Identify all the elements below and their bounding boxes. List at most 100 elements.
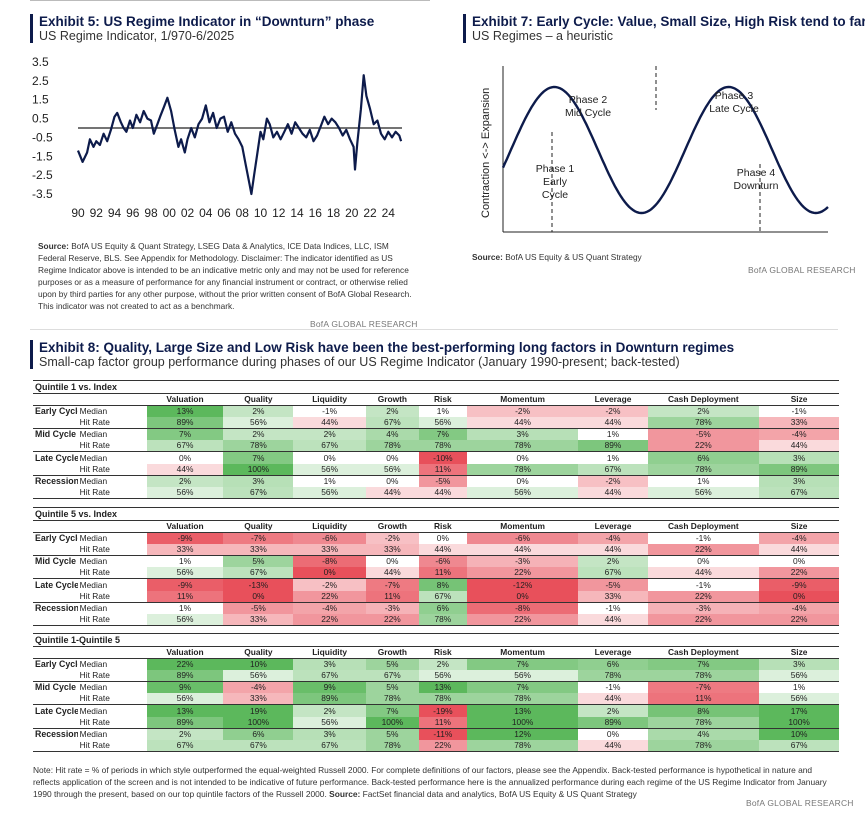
heat-cell: 67% <box>578 567 648 580</box>
column-header: Size <box>759 647 839 660</box>
heat-cell: -4% <box>223 681 294 694</box>
heat-cell: -7% <box>647 681 760 694</box>
phase-label: Recession <box>35 728 78 739</box>
heat-cell: 1% <box>436 406 449 417</box>
heat-cell: -12% <box>466 578 579 591</box>
heat-cell: 11% <box>418 716 467 729</box>
table-row: Hit Rate 67% 67% 67% 78% 22% 78% 44% 78% 67% <box>33 739 839 752</box>
heat-cell: 67% <box>223 567 294 580</box>
heat-cell: 0% <box>178 452 192 463</box>
phase2-label-a: Phase 2 <box>569 94 608 106</box>
y-tick-label: 1.5 <box>32 93 49 107</box>
heat-cell: -4% <box>759 428 839 441</box>
metric-label: Median <box>79 705 108 716</box>
heat-cell: 13% <box>418 681 467 694</box>
y-tick-label: -3.5 <box>32 187 53 201</box>
top-rule <box>30 0 430 4</box>
heat-cell: 56% <box>146 693 224 706</box>
exhibit8-note-source-text: FactSet financial data and analytics, Bo… <box>362 789 637 799</box>
table-row: Late Cycle Median -9% -13% -2% -7% 8% -12% -5% -1… <box>33 578 839 591</box>
heat-cell: 78% <box>647 716 760 729</box>
exhibit8-title: Exhibit 8: Quality, Large Size and Low R… <box>39 340 735 355</box>
heat-cell: -9% <box>759 578 839 591</box>
heat-cell: 3% <box>759 475 839 487</box>
exhibit8-note-text: Note: Hit rate = % of periods in which s… <box>33 765 827 799</box>
phase1-label-c: Cycle <box>542 189 568 201</box>
table-row: Mid Cycle Median 7% 2% 2% 4% 7% 3% 1% -5% -4% <box>33 428 839 441</box>
heat-cell: 0% <box>436 533 449 544</box>
exhibit5-chart: 3.5 2.5 1.5 0.5 -0.5 -1.5 -2.5 -3.5 90 92 94 96 98 00… <box>32 55 403 220</box>
heat-cell: 33% <box>223 544 294 557</box>
heat-cell: 3% <box>466 428 579 441</box>
metric-label: Median <box>79 682 108 693</box>
table-row: Hit Rate 56% 67% 56% 44% 44% 56% 44% 56% 67% <box>33 486 839 499</box>
phase-label <box>33 440 78 453</box>
heat-cell: -5% <box>578 578 648 591</box>
metric-label: Hit Rate <box>77 739 147 752</box>
heat-cell: 56% <box>293 716 366 729</box>
y-tick-label: -1.5 <box>32 149 53 163</box>
phase-label <box>33 590 78 603</box>
phase3-label-a: Phase 3 <box>715 90 754 102</box>
metric-label: Median <box>79 556 108 567</box>
heat-cell: 78% <box>365 739 419 752</box>
heat-cell: 0% <box>386 475 399 486</box>
x-tick-label: 94 <box>108 206 122 220</box>
table-row: Hit Rate 33% 33% 33% 33% 44% 44% 44% 22% 44% <box>33 544 839 557</box>
heat-cell: 56% <box>759 693 839 706</box>
metric-label: Hit Rate <box>77 567 147 580</box>
section-divider <box>30 329 838 330</box>
heat-cell: 78% <box>365 693 419 706</box>
heat-cell: 0% <box>759 590 839 603</box>
heat-cell: 56% <box>418 670 467 683</box>
heat-cell: 44% <box>293 417 366 430</box>
heat-cell: 44% <box>365 567 419 580</box>
heat-cell: -7% <box>365 578 419 591</box>
heat-cell: 56% <box>418 417 467 430</box>
phase-label <box>33 613 78 626</box>
heat-cell: 2% <box>578 704 648 717</box>
quintile-block-title: Quintile 1-Quintile 5 <box>33 633 839 647</box>
column-header: Quality <box>223 647 294 660</box>
heat-cell: 11% <box>418 567 467 580</box>
heat-cell: 89% <box>293 693 366 706</box>
header-spacer <box>33 647 78 660</box>
heat-cell: 3% <box>223 475 294 487</box>
heat-cell: 9% <box>293 681 366 694</box>
table-row: Hit Rate 67% 78% 67% 78% 78% 78% 89% 22% 44% <box>33 440 839 453</box>
heat-cell: 22% <box>365 613 419 626</box>
heat-cell: 78% <box>647 417 760 430</box>
column-header: Quality <box>223 394 294 407</box>
exhibit7-brand: BofA GLOBAL RESEARCH <box>748 265 856 275</box>
phase-label: Early Cycle <box>35 533 78 544</box>
heat-cell: 4% <box>647 728 760 740</box>
table-row: Mid Cycle Median 9% -4% 9% 5% 13% 7% -1% -7% 1% <box>33 681 839 694</box>
heat-cell: -2% <box>466 405 579 418</box>
heat-cell: 56% <box>146 567 224 580</box>
heat-cell: 33% <box>365 544 419 557</box>
heat-cell: 44% <box>647 567 760 580</box>
column-header: Momentum <box>466 647 579 660</box>
factor-table: Valuation Quality Liquidity Growth Risk Momen… <box>33 521 839 626</box>
heat-cell: 89% <box>146 716 224 729</box>
heat-cell: 22% <box>647 590 760 603</box>
heat-cell: 44% <box>759 544 839 557</box>
heat-cell: 33% <box>759 417 839 430</box>
metric-label: Median <box>79 728 108 739</box>
heat-cell: 3% <box>759 451 839 464</box>
heat-cell: 44% <box>466 417 579 430</box>
phase-label <box>33 463 78 476</box>
heat-cell: 78% <box>223 440 294 453</box>
column-header: Momentum <box>466 521 579 534</box>
table-row: Early CycleMedian22%10%3%5%2%7%6%7%3% <box>33 658 839 671</box>
exhibit8-note: Note: Hit rate = % of periods in which s… <box>33 764 833 800</box>
column-header: Valuation <box>146 394 224 407</box>
heat-cell: 89% <box>759 463 839 476</box>
heat-cell: 56% <box>647 486 760 499</box>
heat-cell: 1% <box>606 452 620 463</box>
phase1-label-b: Early <box>543 176 568 188</box>
heat-cell: 67% <box>223 486 294 499</box>
heat-cell: 0% <box>516 475 529 486</box>
heat-cell: -4% <box>759 602 839 614</box>
heat-cell: 22% <box>759 567 839 580</box>
